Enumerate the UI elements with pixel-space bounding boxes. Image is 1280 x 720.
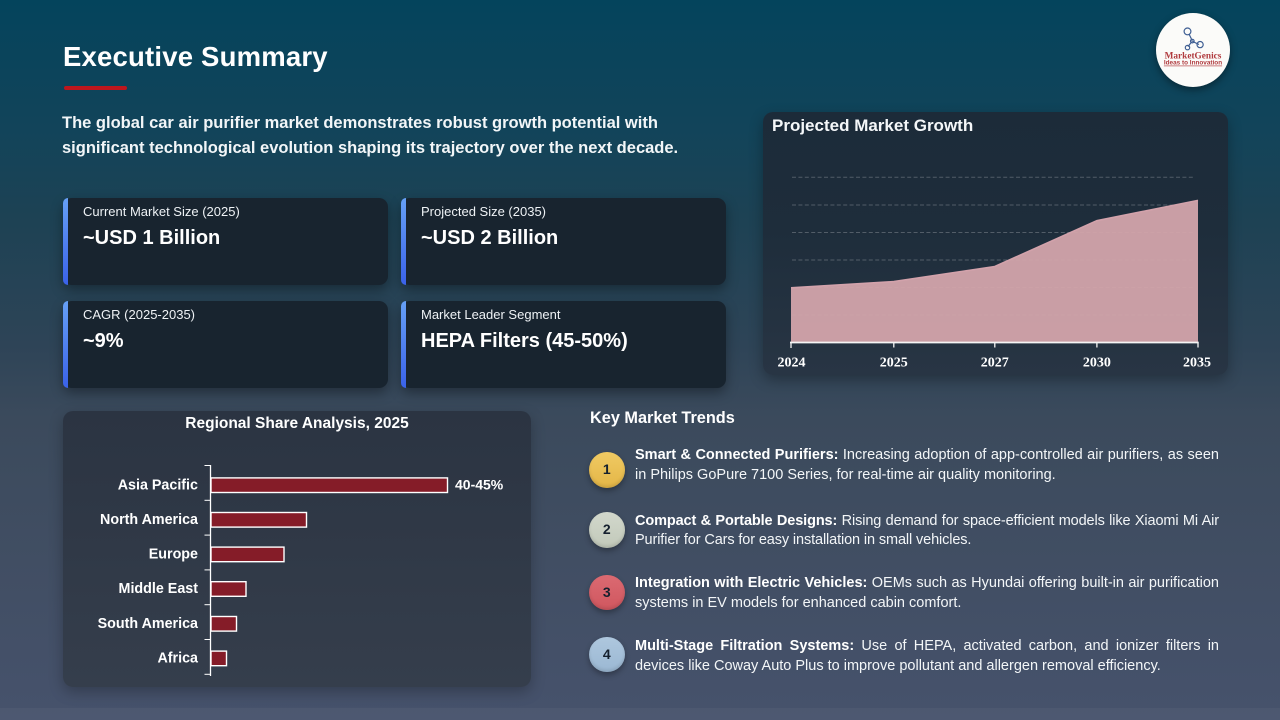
svg-text:2030: 2030 [1083,356,1111,371]
svg-text:Asia Pacific: Asia Pacific [118,477,198,493]
svg-text:Europe: Europe [149,547,198,563]
svg-text:2035: 2035 [1183,356,1211,371]
svg-text:Africa: Africa [157,651,199,667]
svg-text:40-45%: 40-45% [455,476,504,492]
svg-text:Middle East: Middle East [119,581,199,597]
svg-text:North America: North America [100,512,199,528]
svg-text:South America: South America [98,616,199,632]
svg-text:MarketGenics: MarketGenics [1165,51,1222,61]
svg-text:2025: 2025 [880,356,908,371]
svg-text:2027: 2027 [981,356,1009,371]
svg-text:Ideas to Innovation: Ideas to Innovation [1164,60,1222,67]
svg-text:2024: 2024 [778,356,806,371]
